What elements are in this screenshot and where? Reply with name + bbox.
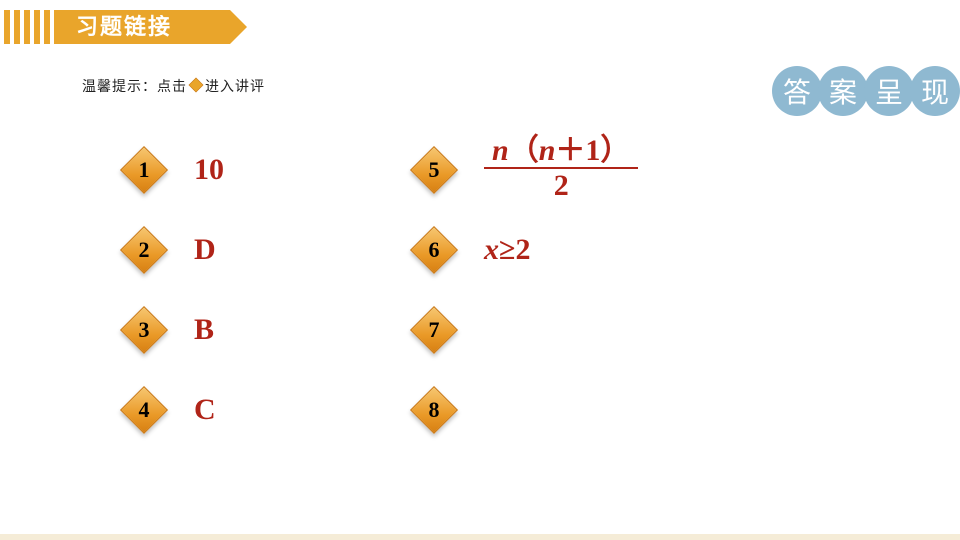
question-diamond[interactable]: 5 — [410, 146, 458, 194]
question-number: 8 — [429, 397, 440, 423]
question-number: 6 — [429, 237, 440, 263]
question-diamond[interactable]: 8 — [410, 386, 458, 434]
answer-row: 7 — [410, 290, 638, 370]
bottom-border — [0, 534, 960, 540]
question-diamond[interactable]: 1 — [120, 146, 168, 194]
answer-badge: 答 案 呈 现 — [776, 66, 960, 116]
question-number: 4 — [139, 397, 150, 423]
question-number: 2 — [139, 237, 150, 263]
badge-char: 现 — [910, 66, 960, 116]
diamond-icon — [188, 77, 204, 96]
answer-text: C — [194, 393, 216, 427]
question-diamond[interactable]: 3 — [120, 306, 168, 354]
question-number: 7 — [429, 317, 440, 343]
answer-row: 6 x≥2 — [410, 210, 638, 290]
answer-row: 2D — [120, 210, 224, 290]
content-area: 1102D3B4C 5n（n＋1）26x≥278 — [0, 130, 960, 500]
fraction-numerator: n（n＋1） — [484, 135, 638, 168]
badge-char: 答 — [772, 66, 822, 116]
column-1: 1102D3B4C — [120, 130, 224, 450]
answer-row: 5 n（n＋1）2 — [410, 130, 638, 210]
slide: 习题链接 温馨提示：点击 进入讲评 答 案 呈 现 1102D3B4C 5n（n… — [0, 0, 960, 540]
badge-char: 呈 — [864, 66, 914, 116]
answer-text: x≥2 — [484, 233, 530, 267]
badge-char: 案 — [818, 66, 868, 116]
answer-row: 4C — [120, 370, 224, 450]
hint-prefix: 温馨提示：点击 — [82, 76, 187, 96]
header-stripes — [0, 10, 56, 44]
answer-text: D — [194, 233, 216, 267]
answer-row: 1 10 — [120, 130, 224, 210]
answer-row: 3B — [120, 290, 224, 370]
column-2: 5 n（n＋1）2 6 x≥2 7 8 — [410, 130, 638, 450]
header-title: 习题链接 — [76, 10, 172, 44]
fraction-denominator: 2 — [484, 167, 638, 202]
header-bar: 习题链接 — [0, 10, 960, 44]
hint-suffix: 进入讲评 — [205, 76, 265, 96]
answer-text: B — [194, 313, 214, 347]
question-diamond[interactable]: 4 — [120, 386, 168, 434]
question-number: 1 — [139, 157, 150, 183]
hint-text: 温馨提示：点击 进入讲评 — [82, 76, 265, 96]
question-number: 5 — [429, 157, 440, 183]
question-number: 3 — [139, 317, 150, 343]
answer-fraction: n（n＋1）2 — [484, 137, 638, 204]
answer-text: 10 — [194, 153, 224, 187]
answer-row: 8 — [410, 370, 638, 450]
question-diamond[interactable]: 7 — [410, 306, 458, 354]
question-diamond[interactable]: 2 — [120, 226, 168, 274]
question-diamond[interactable]: 6 — [410, 226, 458, 274]
